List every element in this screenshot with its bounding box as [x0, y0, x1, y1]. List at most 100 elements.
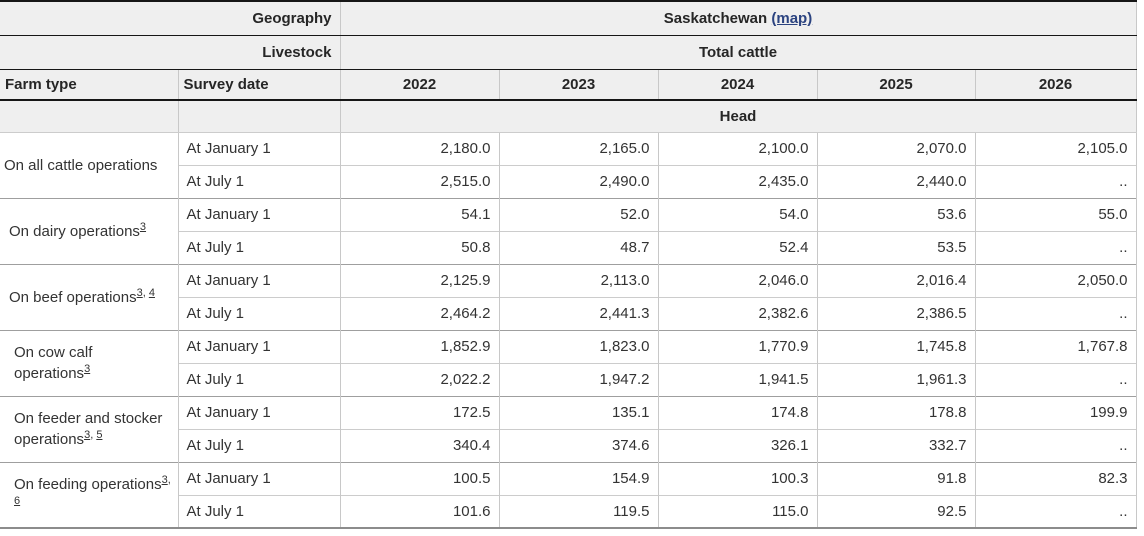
survey-date-cell: At July 1 [178, 362, 341, 396]
livestock-value: Total cattle [340, 35, 1137, 70]
value-cell-not-available: .. [975, 428, 1137, 462]
value-cell: 2,050.0 [975, 263, 1137, 297]
table-row: On feeding operations3, 6 At January 1 100… [0, 461, 1137, 528]
value-cell: 52.0 [499, 197, 659, 231]
value-cell: 135.1 [499, 395, 659, 429]
value-cell: 82.3 [975, 461, 1137, 495]
value-cell: 2,105.0 [975, 132, 1137, 165]
value-cell: 340.4 [340, 428, 500, 462]
table-row: On feeder and stocker operations3, 5 At J… [0, 395, 1137, 462]
year-column-header-2025: 2025 [817, 69, 976, 101]
geography-value: Saskatchewan [663, 9, 768, 27]
value-cell: 119.5 [499, 494, 659, 528]
table-row: At July 1 2,515.0 2,490.0 2,435.0 2,440.0.. [0, 164, 1137, 198]
value-cell: 1,852.9 [340, 329, 500, 363]
table-row: On beef operations3, 4 At January 1 2,125.… [0, 263, 1137, 330]
value-cell: 154.9 [499, 461, 659, 495]
value-cell: 2,440.0 [817, 164, 976, 198]
value-cell: 374.6 [499, 428, 659, 462]
map-link[interactable]: (map) [771, 9, 813, 27]
year-column-header-2026: 2026 [975, 69, 1137, 101]
value-cell: 2,435.0 [658, 164, 818, 198]
footnote-link-3[interactable]: 3 [136, 286, 143, 299]
livestock-label: Livestock [0, 35, 341, 70]
value-cell: 2,113.0 [499, 263, 659, 297]
footnote-link-3[interactable]: 3 [161, 473, 168, 486]
table-row: At July 1 50.8 48.7 52.4 53.5.. [0, 230, 1137, 264]
farm-type-cell: On all cattle operations [0, 132, 179, 198]
value-cell: 2,165.0 [499, 132, 659, 165]
table-row: At July 1 101.6 119.5 115.0 92.5.. [0, 494, 1137, 528]
footnote-references: 3 [84, 363, 90, 375]
value-cell: 91.8 [817, 461, 976, 495]
value-cell: 2,515.0 [340, 164, 500, 198]
value-cell: 55.0 [975, 197, 1137, 231]
value-cell: 50.8 [340, 230, 500, 264]
value-cell: 92.5 [817, 494, 976, 528]
value-cell: 1,823.0 [499, 329, 659, 363]
table-row: On all cattle operations At January 1 2,18… [0, 132, 1137, 198]
value-cell: 332.7 [817, 428, 976, 462]
column-header-row: Farm type Survey date 2022 2023 2024 202… [0, 69, 1137, 101]
survey-date-cell: At July 1 [178, 428, 341, 462]
farm-type-label: On feeder and stocker operations [14, 410, 163, 448]
value-cell: 174.8 [658, 395, 818, 429]
farm-type-column-header: Farm type [0, 69, 179, 101]
value-cell: 1,745.8 [817, 329, 976, 363]
value-cell: 2,382.6 [658, 296, 818, 330]
footnote-link-3[interactable]: 3 [139, 220, 147, 233]
survey-date-cell: At January 1 [178, 329, 341, 363]
footnote-references: 3 [140, 221, 146, 233]
value-cell: 2,022.2 [340, 362, 500, 396]
table-row: On dairy operations3 At January 1 54.1 52.0… [0, 197, 1137, 264]
table-row: At July 1 2,022.2 1,947.2 1,941.5 1,961.3.. [0, 362, 1137, 396]
survey-date-column-header: Survey date [178, 69, 341, 101]
farm-type-label: On beef operations [9, 288, 137, 306]
value-cell: 1,947.2 [499, 362, 659, 396]
value-cell-not-available: .. [975, 494, 1137, 528]
value-cell: 53.6 [817, 197, 976, 231]
farm-type-cell: On beef operations3, 4 [0, 263, 179, 330]
value-cell: 2,046.0 [658, 263, 818, 297]
geography-row: Geography Saskatchewan (map) [0, 1, 1137, 36]
value-cell: 115.0 [658, 494, 818, 528]
survey-date-cell: At July 1 [178, 164, 341, 198]
footnote-references: 3, 6 [14, 473, 171, 507]
farm-type-cell: On dairy operations3 [0, 197, 179, 264]
footnote-references: 3, 5 [84, 429, 103, 441]
farm-type-label: On feeding operations [14, 475, 162, 493]
value-cell: 100.5 [340, 461, 500, 495]
survey-date-cell: At January 1 [178, 461, 341, 495]
footnote-link-3[interactable]: 3 [84, 429, 91, 441]
value-cell: 48.7 [499, 230, 659, 264]
value-cell: 54.0 [658, 197, 818, 231]
value-cell: 2,464.2 [340, 296, 500, 330]
value-cell: 100.3 [658, 461, 818, 495]
table-body: On all cattle operations At January 1 2,18… [0, 132, 1137, 528]
value-cell: 101.6 [340, 494, 500, 528]
value-cell: 52.4 [658, 230, 818, 264]
value-cell: 54.1 [340, 197, 500, 231]
value-cell: 2,490.0 [499, 164, 659, 198]
value-cell: 53.5 [817, 230, 976, 264]
survey-date-cell: At July 1 [178, 296, 341, 330]
farm-type-label: On all cattle operations [4, 156, 158, 174]
value-cell: 1,941.5 [658, 362, 818, 396]
value-cell-not-available: .. [975, 230, 1137, 264]
farm-type-label: On cow calf operations [14, 344, 93, 382]
survey-date-cell: At July 1 [178, 494, 341, 528]
value-cell-not-available: .. [975, 362, 1137, 396]
footnote-link-3[interactable]: 3 [84, 363, 91, 375]
farm-type-cell: On feeding operations3, 6 [0, 461, 179, 528]
unit-label: Head [340, 100, 1137, 133]
year-column-header-2023: 2023 [499, 69, 659, 101]
footnote-link-5[interactable]: 5 [96, 429, 103, 441]
footnote-link-4[interactable]: 4 [148, 286, 155, 299]
value-cell-not-available: .. [975, 164, 1137, 198]
value-cell: 2,180.0 [340, 132, 500, 165]
value-cell: 2,016.4 [817, 263, 976, 297]
footnote-link-6[interactable]: 6 [14, 494, 21, 507]
farm-type-label: On dairy operations [9, 222, 140, 240]
